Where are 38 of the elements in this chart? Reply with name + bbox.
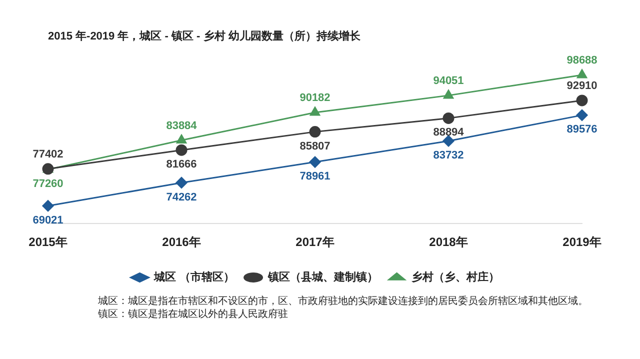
point (176, 176, 188, 188)
point (309, 156, 321, 168)
data-label: 89576 (566, 124, 598, 136)
data-label: 69021 (32, 214, 64, 226)
x-tick-label: 2015年 (28, 235, 68, 250)
point (176, 134, 187, 144)
point (310, 106, 320, 116)
point (576, 94, 588, 106)
point (442, 112, 454, 124)
x-tick-label: 2018年 (429, 235, 468, 250)
legend-label: 城区 （市辖区） (153, 270, 234, 284)
point (176, 144, 188, 156)
data-label: 81666 (166, 158, 197, 171)
data-label: 98688 (566, 54, 598, 67)
data-label: 77260 (32, 178, 64, 190)
point (576, 69, 588, 78)
data-label: 78961 (300, 170, 330, 183)
chart-title: 2015 年-2019 年，城区 - 镇区 - 乡村 幼儿园数量（所）持续增长 (48, 30, 362, 43)
point (42, 200, 54, 212)
x-tick-label: 2019年 (562, 235, 602, 250)
data-label: 77402 (32, 148, 64, 160)
data-label: 94051 (433, 74, 464, 87)
point (576, 109, 588, 121)
data-label: 92910 (566, 80, 598, 92)
data-label: 90182 (300, 92, 330, 104)
legend-label: 镇区（县城、建制镇） (266, 270, 378, 284)
data-label: 85807 (300, 140, 330, 152)
data-label: 83884 (166, 120, 198, 132)
point (443, 90, 454, 99)
data-label: 88894 (433, 126, 465, 139)
point (442, 135, 454, 147)
x-tick-label: 2016年 (162, 235, 201, 250)
legend-label: 乡村（乡、村庄） (411, 270, 500, 284)
text: 城区：城区是指在市辖区和不设区的市，区、市政府驻地的实际建设连接到的居民委员会所辖区域和其他区域。镇区：镇区是指在城区以外的县人民政府驻 (97, 294, 589, 321)
data-label: 83732 (433, 149, 464, 162)
data-label: 74262 (166, 191, 197, 204)
x-tick-label: 2017年 (296, 235, 334, 250)
point (309, 126, 321, 138)
